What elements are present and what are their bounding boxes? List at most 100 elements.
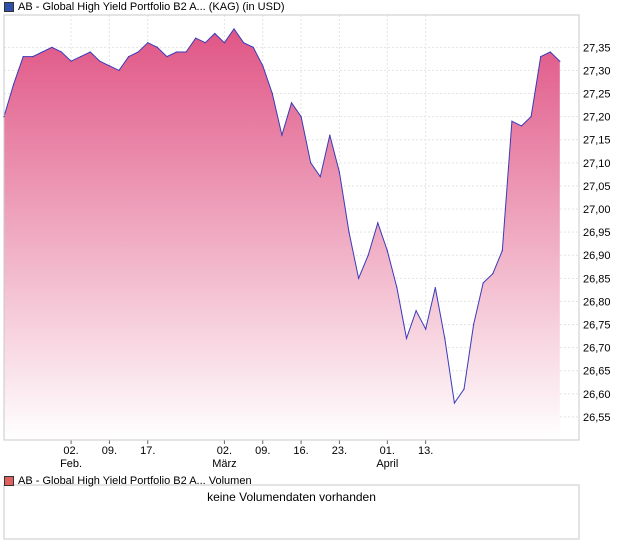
data-point: [12, 83, 15, 85]
price-legend-text: AB - Global High Yield Portfolio B2 A...…: [18, 1, 285, 13]
volume-legend: AB - Global High Yield Portfolio B2 A...…: [4, 474, 252, 488]
data-point: [137, 51, 139, 53]
data-point: [51, 46, 53, 48]
volume-legend-swatch: [4, 476, 14, 486]
price-area-fill: [4, 28, 560, 441]
x-tick-label: 13.: [418, 445, 433, 457]
data-point: [540, 55, 542, 58]
data-point: [118, 69, 120, 72]
x-tick-label: 02.: [217, 445, 232, 457]
y-tick-label: 26,70: [583, 343, 611, 355]
data-point: [367, 254, 369, 256]
y-tick-label: 27,05: [583, 181, 611, 193]
data-point: [281, 134, 283, 136]
y-tick-label: 27,30: [583, 65, 611, 77]
data-point: [41, 51, 43, 53]
data-point: [415, 310, 417, 312]
data-point: [89, 51, 91, 53]
data-point: [223, 42, 226, 44]
y-tick-label: 26,90: [583, 250, 611, 262]
x-month-label: März: [212, 458, 236, 470]
price-legend-swatch: [4, 2, 14, 12]
data-point: [108, 65, 111, 67]
data-point: [127, 55, 130, 58]
data-point: [252, 46, 254, 48]
data-point: [70, 60, 72, 62]
data-point: [60, 51, 63, 53]
y-tick-label: 26,60: [583, 389, 611, 401]
data-point: [300, 116, 302, 118]
y-tick-label: 27,00: [583, 204, 611, 216]
y-tick-label: 27,15: [583, 135, 611, 147]
y-tick-label: 26,55: [583, 412, 611, 424]
y-tick-label: 27,10: [583, 158, 611, 170]
data-point: [166, 55, 168, 58]
plot-frame: [3, 14, 580, 441]
data-point: [348, 231, 350, 233]
x-tick-label: 09.: [255, 445, 270, 457]
data-point: [233, 28, 235, 30]
data-point: [357, 277, 360, 279]
data-point: [185, 51, 187, 53]
data-point: [377, 222, 379, 224]
y-tick-label: 26,85: [583, 273, 611, 285]
data-point: [492, 273, 494, 275]
data-point: [338, 171, 341, 173]
no-volume-message: keine Volumendaten vorhanden: [207, 490, 376, 504]
y-tick-label: 26,75: [583, 320, 611, 332]
data-point: [262, 65, 264, 67]
data-point: [175, 51, 178, 53]
data-point: [559, 60, 561, 62]
y-tick-label: 26,80: [583, 296, 611, 308]
data-point: [405, 337, 408, 339]
data-point: [396, 286, 398, 289]
x-tick-label: 09.: [102, 445, 117, 457]
data-point: [271, 92, 273, 95]
data-point: [310, 162, 312, 164]
data-point: [22, 55, 24, 58]
data-point: [549, 51, 551, 53]
data-point: [425, 328, 427, 330]
data-points: [3, 28, 561, 404]
x-month-label: Feb.: [60, 458, 82, 470]
data-point: [319, 176, 321, 178]
data-point: [204, 42, 206, 44]
y-tick-label: 27,20: [583, 112, 611, 124]
data-point: [453, 402, 456, 404]
data-point: [444, 337, 446, 339]
data-point: [214, 32, 216, 35]
x-tick-label: 17.: [140, 445, 155, 457]
x-month-label: April: [376, 458, 398, 470]
x-tick-label: 01.: [380, 445, 395, 457]
price-legend: AB - Global High Yield Portfolio B2 A...…: [4, 0, 285, 14]
volume-panel-frame: [3, 484, 580, 540]
data-point: [242, 42, 245, 44]
y-tick-label: 27,25: [583, 89, 611, 101]
volume-legend-text: AB - Global High Yield Portfolio B2 A...…: [18, 475, 252, 487]
data-point: [511, 120, 513, 122]
x-tick-label: 23.: [332, 445, 347, 457]
data-point: [520, 125, 523, 127]
data-point: [386, 249, 388, 252]
x-tick-label: 16.: [293, 445, 308, 457]
data-point: [3, 116, 5, 118]
y-tick-label: 27,35: [583, 42, 611, 54]
data-point: [156, 46, 158, 48]
data-point: [99, 60, 101, 62]
data-point: [290, 102, 293, 104]
data-point: [472, 323, 475, 326]
y-tick-label: 26,65: [583, 366, 611, 378]
data-point: [482, 282, 484, 284]
data-point: [147, 42, 149, 44]
data-point: [463, 388, 465, 390]
x-tick-label: 02.: [63, 445, 78, 457]
x-axis-labels: 02. 09. 17. 02. 09. 16. 23. 01. 13. Feb. März April: [60, 445, 433, 470]
data-point: [195, 37, 197, 39]
data-point: [32, 55, 34, 58]
y-axis-labels: 26,55 26,60 26,65 26,70 26,75 26,80 26,85 26,90…: [583, 42, 611, 424]
data-point: [530, 116, 532, 118]
data-point: [329, 134, 331, 136]
y-tick-label: 26,95: [583, 227, 611, 239]
data-point: [501, 249, 503, 252]
